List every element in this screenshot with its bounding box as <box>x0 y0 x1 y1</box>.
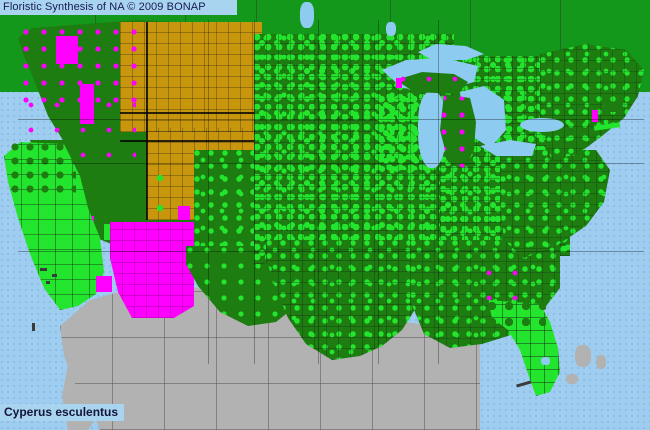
southern-california-noxious-county <box>96 276 112 292</box>
island-bahamas-1 <box>575 345 591 367</box>
channel-islands-1 <box>40 268 47 271</box>
lake-winnipeg <box>300 2 314 28</box>
region-arizona-new-mexico-noxious <box>110 222 194 318</box>
region-montana-gold <box>120 22 262 132</box>
wisconsin-noxious-county <box>396 78 402 88</box>
pacific-islet-marker <box>32 323 35 331</box>
island-bahamas-3 <box>566 374 578 384</box>
lake-okeechobee <box>541 357 550 365</box>
channel-islands-3 <box>46 281 50 284</box>
channel-islands-2 <box>52 274 57 277</box>
species-name-caption: Cyperus esculentus <box>0 404 125 421</box>
map-title: Floristic Synthesis of NA © 2009 BONAP <box>0 0 237 15</box>
rhode-island-noxious-county <box>592 110 598 122</box>
canadian-lake-small <box>386 22 396 36</box>
washington-noxious-block <box>56 36 78 64</box>
utah-noxious-county <box>178 206 190 220</box>
lake-ontario <box>520 118 564 132</box>
idaho-green-county <box>104 224 112 240</box>
canadian-lake-large <box>418 44 484 60</box>
cape-cod <box>604 102 622 112</box>
island-bahamas-2 <box>596 355 606 369</box>
idaho-noxious-county-strip <box>80 84 94 124</box>
lake-erie <box>480 140 536 156</box>
